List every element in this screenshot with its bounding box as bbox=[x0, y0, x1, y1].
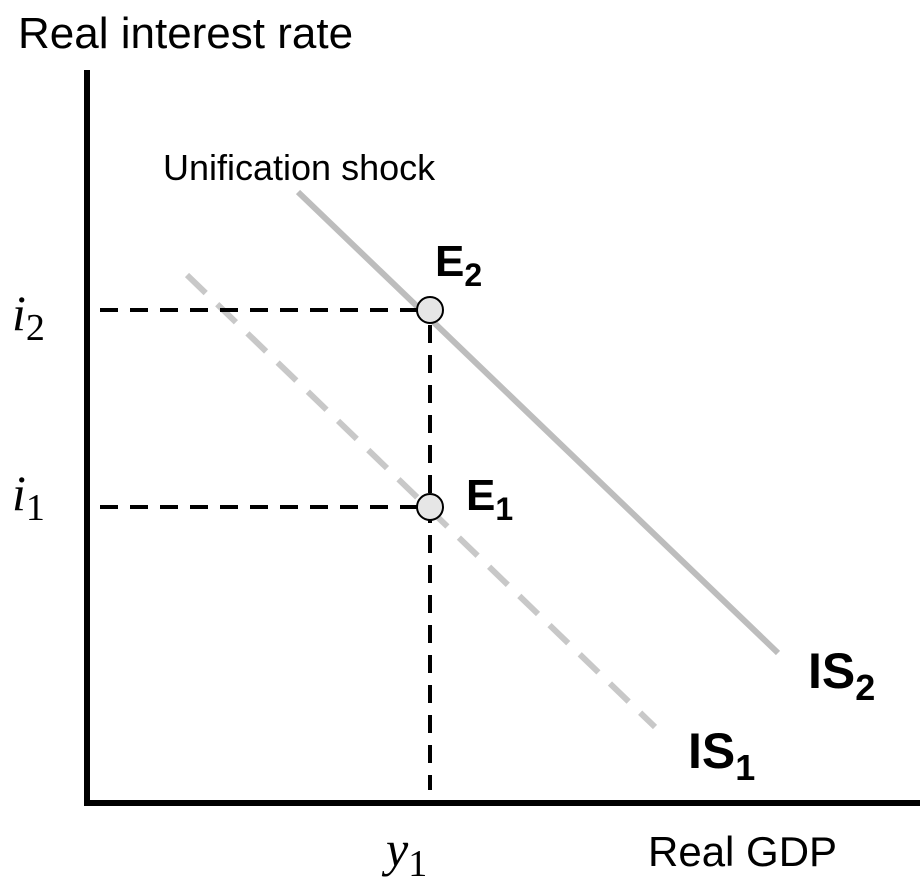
point-label: E2 bbox=[435, 237, 482, 293]
y-tick-label: i1 bbox=[12, 465, 45, 529]
subscript: 1 bbox=[735, 747, 755, 788]
y-tick-label: i2 bbox=[12, 285, 45, 349]
label: IS bbox=[808, 643, 855, 699]
subscript: 2 bbox=[26, 307, 45, 349]
y-axis-label: Real interest rate bbox=[18, 9, 353, 58]
curve-label: IS2 bbox=[808, 643, 875, 708]
point-e2 bbox=[416, 296, 444, 324]
label: y bbox=[381, 821, 409, 877]
subscript: 2 bbox=[855, 667, 875, 708]
subscript: 1 bbox=[26, 487, 45, 529]
point-label: E1 bbox=[466, 471, 513, 527]
label: IS bbox=[688, 723, 735, 779]
curve-label: IS1 bbox=[688, 723, 755, 788]
subscript: 1 bbox=[495, 491, 513, 527]
label: E bbox=[435, 237, 464, 286]
subscript: 2 bbox=[464, 257, 482, 293]
point-e1 bbox=[416, 493, 444, 521]
label: i bbox=[12, 285, 26, 341]
annotation: Unification shock bbox=[163, 147, 436, 188]
label: i bbox=[12, 465, 26, 521]
subscript: 1 bbox=[408, 843, 427, 885]
is1-curve bbox=[184, 272, 658, 730]
x-axis-label: Real GDP bbox=[648, 828, 837, 875]
label: E bbox=[466, 471, 495, 520]
is2-curve bbox=[295, 189, 781, 656]
x-tick-label: y1 bbox=[381, 821, 427, 885]
